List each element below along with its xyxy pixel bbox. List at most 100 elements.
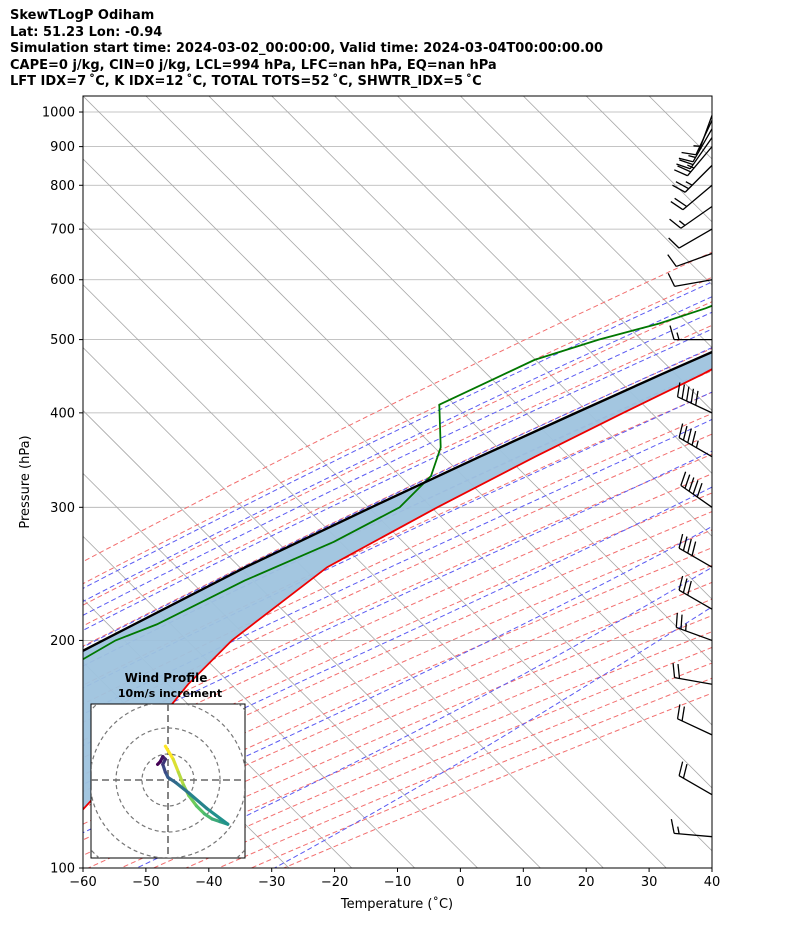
x-tick-label: 10: [515, 875, 532, 890]
moist-adiabat: [83, 311, 712, 616]
moist-adiabat: [83, 296, 712, 603]
isotherm: [83, 472, 478, 868]
wind-barb: [678, 128, 713, 163]
isotherm: [585, 96, 712, 223]
y-tick-label: 400: [50, 406, 75, 421]
location-line: Lat: 51.23 Lon: -0.94: [10, 24, 163, 40]
hodograph-segment: [205, 806, 230, 826]
wind-barb: [668, 228, 713, 249]
chart-title: SkewTLogP Odiham: [10, 8, 155, 23]
y-tick-label: 100: [50, 862, 75, 877]
wind-barb: [670, 818, 713, 838]
dry-adiabat: [83, 547, 712, 825]
profile-lines: [83, 304, 712, 811]
wind-barb: [669, 325, 712, 341]
y-axis-label: Pressure (hPa): [18, 435, 33, 528]
isotherm: [397, 96, 712, 412]
hodograph-segment: [156, 760, 162, 767]
temperature-line: [83, 368, 712, 811]
y-tick-label: 300: [50, 501, 75, 516]
stability-indices-line: LFT IDX=7 ˚C, K IDX=12 ˚C, TOTAL TOTS=52…: [10, 74, 482, 89]
hodograph-segment: [163, 744, 175, 761]
hodograph-title: Wind Profile: [125, 671, 208, 685]
y-tick-label: 500: [50, 333, 75, 348]
isotherm: [711, 96, 712, 97]
moist-adiabat: [83, 391, 712, 689]
dry-adiabat: [83, 347, 712, 647]
x-tick-label: 20: [578, 875, 595, 890]
dry-adiabat: [83, 251, 712, 563]
axes: −60 −50 −40 −30 −20 −10 0 10 20 30 40 1000 900 800 700…: [42, 106, 720, 890]
chart-header: SkewTLogP Odiham Lat: 51.23 Lon: -0.94 S…: [10, 8, 790, 91]
isotherm: [83, 535, 415, 868]
x-tick-label: −20: [321, 875, 348, 890]
x-tick-label: 30: [641, 875, 658, 890]
wind-barb: [667, 252, 713, 268]
dry-adiabat: [283, 692, 712, 868]
wind-barb: [676, 704, 713, 736]
wind-barb: [676, 382, 713, 414]
wind-barb: [680, 471, 713, 508]
wind-barb: [678, 423, 713, 458]
hodograph-segment: [187, 791, 209, 811]
wind-barb: [678, 575, 713, 610]
dewpoint-line: [83, 304, 712, 661]
isotherm: [83, 284, 667, 868]
hodograph-segment: [171, 757, 180, 774]
isotherm: [271, 96, 712, 537]
hodograph-segment: [174, 780, 191, 795]
x-tick-label: −50: [132, 875, 159, 890]
x-tick-label: −10: [384, 875, 411, 890]
moist-adiabat: [83, 418, 712, 715]
isotherm: [208, 96, 712, 600]
wind-barb: [674, 146, 713, 177]
dry-adiabat: [83, 412, 712, 705]
y-tick-label: 900: [50, 140, 75, 155]
isotherm: [523, 96, 712, 286]
wind-barb: [669, 205, 713, 229]
cape-indices-line: CAPE=0 j/kg, CIN=0 j/kg, LCL=994 hPa, LF…: [10, 57, 497, 73]
dry-adiabat: [83, 301, 712, 606]
mixing-ratio-line: [724, 96, 794, 308]
y-tick-label: 200: [50, 634, 75, 649]
wind-barb: [672, 663, 713, 685]
dry-adiabat: [83, 492, 712, 776]
simulation-time-line: Simulation start time: 2024-03-02_00:00:…: [10, 41, 603, 56]
dry-adiabat: [83, 453, 712, 741]
wind-barb: [678, 761, 713, 796]
x-tick-label: 0: [456, 875, 464, 890]
isotherm: [83, 221, 712, 852]
wind-barb: [678, 533, 713, 568]
moist-adiabat: [83, 328, 712, 631]
isotherm: [83, 347, 604, 868]
x-tick-label: −60: [69, 875, 96, 890]
wind-barbs: [667, 115, 713, 838]
dry-adiabat: [83, 529, 712, 809]
x-tick-label: −30: [258, 875, 285, 890]
wind-barb: [681, 120, 713, 156]
dry-adiabat: [218, 662, 712, 868]
isotherm: [460, 96, 712, 349]
isotherm: [145, 96, 712, 663]
wind-barb: [676, 137, 713, 170]
y-tick-label: 600: [50, 273, 75, 288]
hodograph-inset: Wind Profile 10m/s increment: [90, 671, 246, 859]
x-axis-label: Temperature (˚C): [340, 896, 453, 912]
wind-barb: [667, 272, 713, 287]
wind-barb: [672, 164, 713, 193]
x-tick-label: −40: [195, 875, 222, 890]
y-tick-label: 1000: [42, 106, 75, 121]
moist-adiabat: [274, 606, 712, 868]
cin-shading: [83, 352, 712, 810]
isotherm: [83, 158, 712, 789]
isotherm: [334, 96, 712, 474]
moist-adiabat: [83, 281, 712, 589]
y-tick-label: 700: [50, 223, 75, 238]
dry-adiabat: [251, 677, 712, 868]
x-tick-label: 40: [704, 875, 721, 890]
hodograph-subtitle: 10m/s increment: [118, 687, 222, 700]
isotherm: [648, 96, 712, 160]
wind-barb: [670, 184, 713, 211]
hodograph-segment: [195, 804, 206, 816]
